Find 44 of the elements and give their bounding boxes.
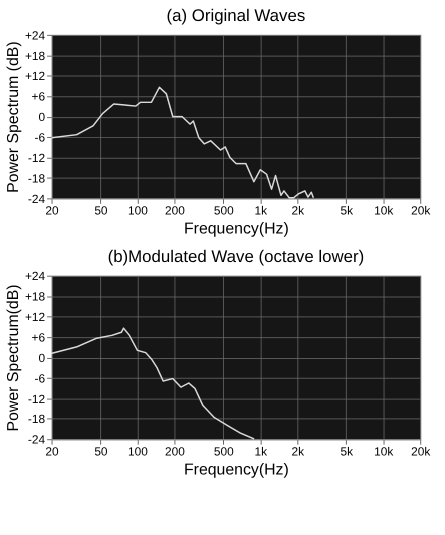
- y-tick-label: +18: [24, 290, 46, 304]
- x-tick-label: 5k: [340, 444, 354, 459]
- x-tick-label: 20: [45, 204, 60, 218]
- y-tick-label: +12: [24, 69, 46, 84]
- y-tick-label: -12: [28, 392, 46, 406]
- y-tick-label: 0: [38, 110, 46, 124]
- y-tick-label: -12: [28, 150, 46, 165]
- x-tick-label: 100: [128, 204, 148, 218]
- y-tick-label: -18: [28, 412, 46, 426]
- y-tick-label: -6: [34, 130, 46, 145]
- y-tick-label: 0: [38, 350, 46, 365]
- y-tick-label: +24: [24, 28, 46, 42]
- y-tick-label: -6: [34, 371, 46, 386]
- y-tick-label: +12: [24, 310, 46, 324]
- y-tick-label: -18: [28, 171, 46, 186]
- x-tick-label: 5k: [340, 204, 354, 218]
- y-axis-title: Power Spectrum (dB): [4, 41, 22, 193]
- x-tick-label: 10k: [374, 444, 394, 459]
- x-tick-label: 2k: [292, 444, 304, 459]
- y-axis-title: Power Spectrum(dB): [4, 284, 22, 432]
- y-tick-label: +6: [32, 330, 46, 344]
- y-tick-label: +18: [24, 48, 46, 63]
- x-tick-label: 100: [128, 444, 148, 459]
- x-tick-label: 50: [94, 444, 108, 459]
- y-tick-label: +6: [32, 90, 46, 104]
- y-tick-label: +24: [24, 269, 46, 284]
- x-tick-label: 1k: [254, 444, 268, 459]
- x-axis-title: Frequency(Hz): [184, 220, 289, 238]
- x-tick-label: 500: [214, 204, 234, 218]
- y-tick-label: -24: [28, 432, 46, 447]
- x-tick-label: 1k: [254, 204, 268, 218]
- y-tick-label: -24: [28, 192, 46, 206]
- x-tick-label: 200: [165, 204, 186, 218]
- chart-title: (b)Modulated Wave (octave lower): [108, 246, 364, 266]
- x-tick-label: 20: [45, 444, 60, 459]
- x-tick-label: 20k: [411, 204, 430, 218]
- x-tick-label: 500: [214, 444, 234, 459]
- x-axis-title: Frequency(Hz): [184, 461, 289, 478]
- x-tick-label: 10k: [374, 204, 394, 218]
- x-tick-label: 20k: [411, 444, 430, 459]
- x-tick-label: 50: [94, 204, 108, 218]
- x-tick-label: 2k: [292, 204, 304, 218]
- x-tick-label: 200: [165, 444, 186, 459]
- chart-title: (a) Original Waves: [166, 6, 306, 25]
